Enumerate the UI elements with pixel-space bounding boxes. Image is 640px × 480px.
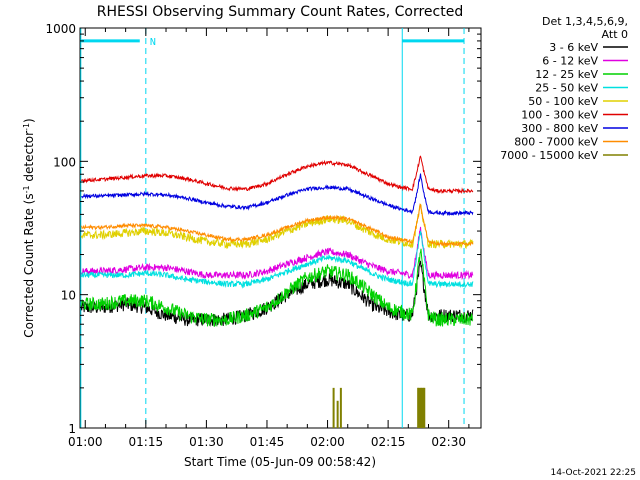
y-axis-label: Corrected Count Rate (s-1 detector-1) bbox=[22, 118, 37, 337]
y-tick-label: 1000 bbox=[45, 22, 76, 36]
series-7000-15000-kev bbox=[332, 387, 426, 428]
plot-frame bbox=[79, 27, 482, 429]
series-line bbox=[81, 230, 474, 289]
y-tick-label: 10 bbox=[61, 289, 76, 303]
y-axis-label-mid: detector bbox=[22, 131, 36, 186]
series-layer bbox=[80, 155, 474, 428]
series-line bbox=[80, 248, 474, 328]
y-tick-label: 100 bbox=[53, 155, 76, 169]
x-tick-label: 02:15 bbox=[371, 435, 406, 449]
annotation-layer: N bbox=[80, 28, 465, 428]
legend-item-label: 800 - 7000 keV bbox=[514, 136, 598, 149]
x-axis-label: Start Time (05-Jun-09 00:58:42) bbox=[184, 455, 376, 469]
legend-item-label: 3 - 6 keV bbox=[549, 41, 598, 54]
legend-item-label: 100 - 300 keV bbox=[521, 109, 598, 122]
y-axis-label-sup2: -1 bbox=[22, 123, 31, 131]
series-300-800-kev bbox=[80, 173, 474, 217]
legend-item-label: 50 - 100 keV bbox=[528, 95, 598, 108]
x-tick-label: 01:00 bbox=[68, 435, 103, 449]
legend-item-label: 25 - 50 keV bbox=[535, 82, 598, 95]
plot-area: N 01:00 01:15 01:30 01:45 02:00 02:15 02:30 11… bbox=[45, 22, 482, 449]
y-axis-label-sup1: -1 bbox=[22, 185, 31, 193]
y-axis-label-end: ) bbox=[22, 118, 36, 123]
series-12-25-kev bbox=[80, 248, 474, 328]
legend-item-label: 300 - 800 keV bbox=[521, 122, 598, 135]
top-letter-marker: N bbox=[150, 37, 156, 48]
x-tick-label: 02:00 bbox=[310, 435, 345, 449]
series-100-300-kev bbox=[80, 155, 474, 195]
x-tick-label: 01:15 bbox=[129, 435, 164, 449]
x-tick-label: 02:30 bbox=[431, 435, 466, 449]
y-tick-label: 1 bbox=[68, 422, 76, 436]
y-axis-label-main: Corrected Count Rate (s bbox=[22, 193, 36, 337]
legend-item-label: 7000 - 15000 keV bbox=[500, 149, 598, 162]
x-axis: 01:00 01:15 01:30 01:45 02:00 02:15 02:30 bbox=[68, 28, 470, 449]
legend-item-label: 12 - 25 keV bbox=[535, 68, 598, 81]
x-tick-label: 01:45 bbox=[250, 435, 285, 449]
y-axis: 1 10 100 1000 bbox=[45, 22, 481, 436]
series-line bbox=[80, 155, 474, 195]
chart-title: RHESSI Observing Summary Count Rates, Co… bbox=[97, 4, 463, 20]
legend-item-label: 6 - 12 keV bbox=[542, 55, 598, 68]
series-800-7000-kev bbox=[81, 203, 474, 247]
legend-header-line1: Det 1,3,4,5,6,9, bbox=[542, 15, 628, 28]
series-25-50-kev bbox=[81, 230, 474, 289]
series-line bbox=[81, 203, 474, 247]
x-tick-label: 01:30 bbox=[189, 435, 224, 449]
footer-date: 14-Oct-2021 22:25 bbox=[551, 468, 636, 478]
legend-header-line2: Att 0 bbox=[602, 28, 628, 41]
series-line bbox=[80, 226, 474, 281]
series-line bbox=[80, 173, 474, 217]
series-6-12-kev bbox=[80, 226, 474, 281]
